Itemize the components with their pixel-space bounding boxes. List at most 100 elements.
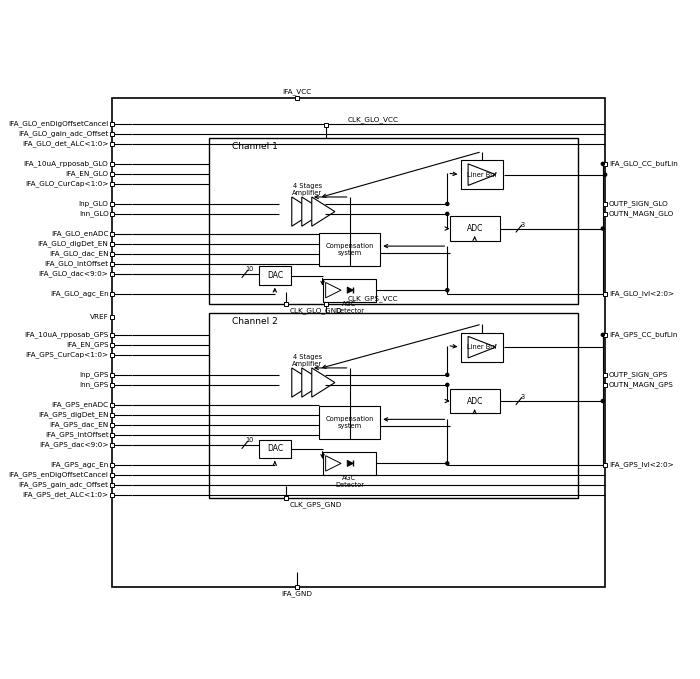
Bar [603, 383, 607, 387]
Bar [111, 212, 114, 216]
Text: IFA_GPS_digDet_EN: IFA_GPS_digDet_EN [38, 411, 108, 418]
Text: Inn_GLO: Inn_GLO [78, 210, 108, 217]
Bar [284, 496, 288, 500]
Text: IFA_GPS_dac_EN: IFA_GPS_dac_EN [49, 422, 108, 428]
Polygon shape [302, 368, 325, 397]
Text: IFA_GPS_CurCap<1:0>: IFA_GPS_CurCap<1:0> [25, 352, 108, 359]
Bar [111, 423, 114, 427]
Text: IFA_VCC: IFA_VCC [283, 88, 312, 95]
Bar [111, 353, 114, 356]
Text: IFA_GLO_IntOffset: IFA_GLO_IntOffset [44, 261, 108, 268]
Bar [209, 139, 578, 304]
Bar [284, 302, 288, 306]
Text: IFA_GLO_enDigOffsetCancel: IFA_GLO_enDigOffsetCancel [8, 120, 108, 127]
Text: 3: 3 [521, 394, 525, 400]
Circle shape [601, 227, 604, 230]
Bar [258, 439, 291, 458]
Bar [295, 585, 299, 589]
Text: 10: 10 [245, 437, 253, 443]
Text: ADC: ADC [466, 224, 483, 233]
Text: AGC
Detector: AGC Detector [335, 301, 364, 314]
Circle shape [603, 173, 607, 176]
Text: IFA_GPS_CC_bufLin: IFA_GPS_CC_bufLin [609, 331, 678, 338]
Bar [111, 132, 114, 136]
Text: IFA_GLO_gain_adc_Offset: IFA_GLO_gain_adc_Offset [18, 130, 108, 137]
Text: IFA_GLO_lvl<2:0>: IFA_GLO_lvl<2:0> [609, 291, 674, 297]
Text: IFA_GPS_lvl<2:0>: IFA_GPS_lvl<2:0> [609, 462, 673, 469]
Polygon shape [468, 164, 496, 185]
Bar [111, 232, 114, 236]
Bar [111, 483, 114, 487]
Text: CLK_GLO_GND: CLK_GLO_GND [290, 307, 342, 314]
Text: IFA_GPS_enADC: IFA_GPS_enADC [51, 401, 108, 408]
Bar [449, 388, 500, 414]
Text: IFA_GPS_gain_adc_Offset: IFA_GPS_gain_adc_Offset [18, 481, 108, 488]
Text: IFA_GLO_dac<9:0>: IFA_GLO_dac<9:0> [38, 271, 108, 277]
Text: VREF: VREF [90, 314, 108, 320]
Circle shape [601, 333, 604, 336]
Text: IFA_10uA_rpposab_GPS: IFA_10uA_rpposab_GPS [24, 331, 108, 338]
Text: IFA_10uA_rpposab_GLO: IFA_10uA_rpposab_GLO [24, 160, 108, 167]
Text: ADC: ADC [466, 397, 483, 405]
Bar [323, 124, 328, 127]
Bar [603, 212, 607, 216]
Circle shape [601, 399, 604, 403]
Text: IFA_GLO_CC_bufLin: IFA_GLO_CC_bufLin [609, 160, 678, 167]
Bar [111, 443, 114, 447]
Bar [111, 373, 114, 377]
Bar [209, 313, 578, 498]
Bar [111, 272, 114, 276]
Bar [603, 202, 607, 206]
Text: IFA_GLO_det_ALC<1:0>: IFA_GLO_det_ALC<1:0> [22, 141, 108, 147]
Bar [449, 216, 500, 241]
Text: IFA_GLO_dac_EN: IFA_GLO_dac_EN [49, 251, 108, 257]
Bar [111, 172, 114, 176]
Text: IFA_GPS_agc_En: IFA_GPS_agc_En [50, 462, 108, 469]
Text: 3: 3 [521, 222, 525, 227]
Circle shape [446, 384, 449, 386]
Bar [603, 333, 607, 337]
Polygon shape [326, 456, 341, 471]
Text: IFA_GLO_CurCap<1:0>: IFA_GLO_CurCap<1:0> [25, 181, 108, 187]
Text: IFA_GLO_enADC: IFA_GLO_enADC [51, 231, 108, 238]
Text: OUTN_MAGN_GLO: OUTN_MAGN_GLO [609, 210, 674, 217]
Text: Channel 1: Channel 1 [232, 143, 278, 151]
Polygon shape [292, 368, 315, 397]
Bar [603, 162, 607, 166]
Circle shape [446, 202, 449, 206]
Bar [323, 278, 377, 301]
Text: CLK_GPS_GND: CLK_GPS_GND [290, 501, 342, 508]
Text: Liner Buf: Liner Buf [467, 172, 497, 178]
Text: DAC: DAC [267, 271, 283, 280]
Bar [111, 292, 114, 296]
Text: 4 Stages
Amplifier: 4 Stages Amplifier [292, 354, 322, 367]
Text: Liner Buf: Liner Buf [467, 344, 497, 350]
Polygon shape [312, 197, 335, 226]
Bar [461, 333, 503, 362]
Text: Inn_GPS: Inn_GPS [79, 382, 108, 388]
Text: IFA_GPS_enDigOffsetCancel: IFA_GPS_enDigOffsetCancel [8, 472, 108, 478]
Bar [318, 233, 380, 265]
Text: IFA_EN_GLO: IFA_EN_GLO [66, 170, 108, 177]
Bar [323, 452, 377, 475]
Bar [111, 493, 114, 497]
Text: IFA_GLO_agc_En: IFA_GLO_agc_En [50, 291, 108, 297]
Polygon shape [326, 282, 341, 298]
Text: IFA_EN_GPS: IFA_EN_GPS [66, 342, 108, 348]
Text: AGC
Detector: AGC Detector [335, 475, 364, 488]
Bar [111, 333, 114, 337]
Bar [111, 252, 114, 256]
Bar [111, 162, 114, 166]
Bar [111, 262, 114, 266]
Circle shape [601, 162, 604, 166]
Bar [111, 122, 114, 126]
Polygon shape [468, 336, 496, 358]
Polygon shape [347, 460, 354, 466]
Bar [111, 473, 114, 477]
Text: IFA_GPS_IntOffset: IFA_GPS_IntOffset [45, 432, 108, 438]
Text: OUTN_MAGN_GPS: OUTN_MAGN_GPS [609, 382, 674, 388]
Bar [111, 403, 114, 407]
Bar [111, 182, 114, 186]
Polygon shape [302, 197, 325, 226]
Text: OUTP_SIGN_GPS: OUTP_SIGN_GPS [609, 371, 668, 378]
